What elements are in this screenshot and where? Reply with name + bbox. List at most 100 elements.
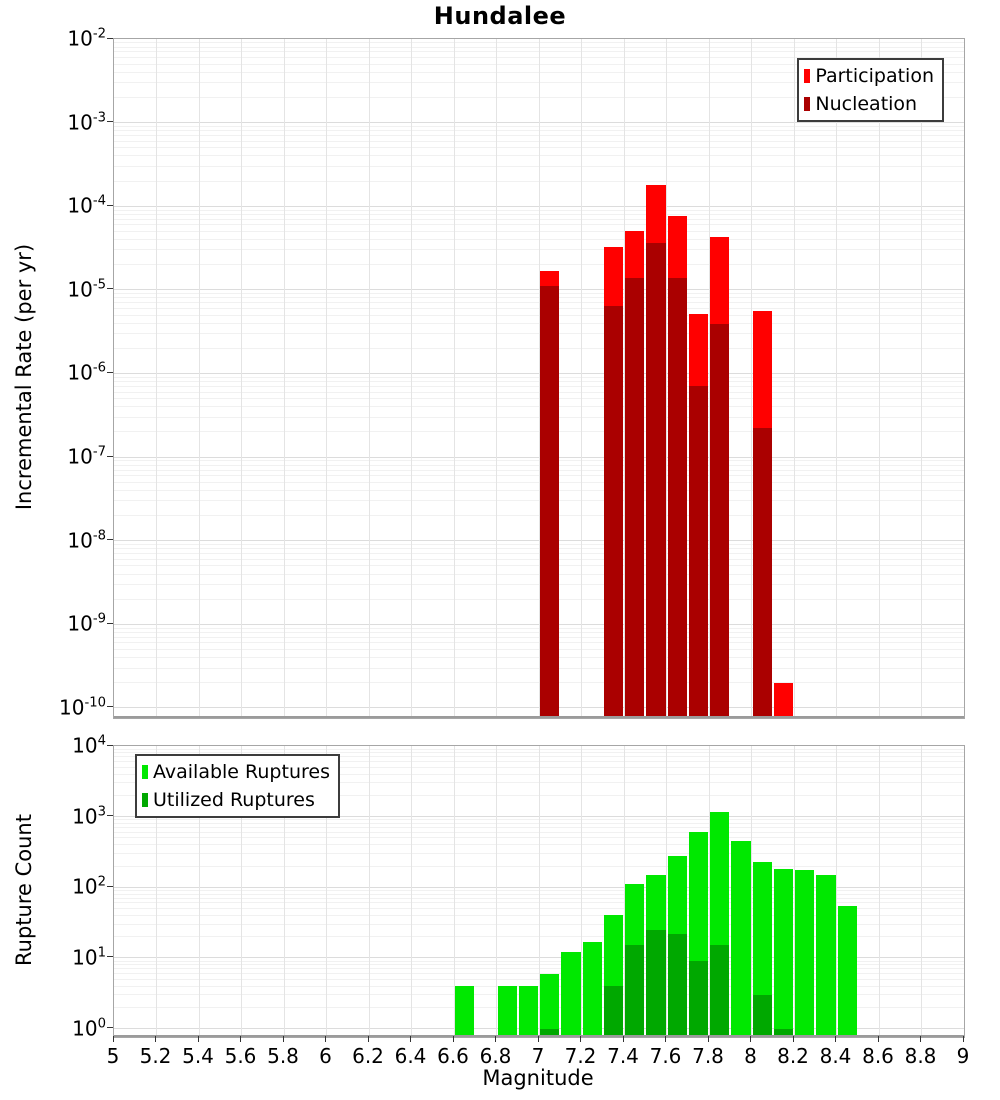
available-ruptures-bar (518, 986, 538, 1037)
utilized-ruptures-bar (752, 994, 772, 1037)
nucleation-bar (688, 385, 708, 718)
y-tick (107, 37, 113, 39)
x-axis-line (114, 1035, 964, 1037)
vertical-gridline (666, 39, 667, 718)
x-tick-label: 5.2 (139, 1044, 172, 1068)
available-ruptures-bar (497, 986, 517, 1037)
x-tick (282, 1036, 284, 1042)
legend-row-nucleation: Nucleation (804, 90, 934, 118)
x-tick-label: 5.6 (224, 1044, 257, 1068)
x-tick (750, 1036, 751, 1042)
vertical-gridline (156, 39, 157, 718)
legend-row-available: Available Ruptures (142, 758, 330, 786)
count-plot: Available Ruptures Utilized Ruptures (113, 745, 965, 1038)
x-tick (707, 1036, 709, 1042)
vertical-gridline (241, 39, 242, 718)
vertical-gridline (538, 39, 540, 718)
available-ruptures-bar (561, 952, 581, 1037)
x-tick-label: 5 (106, 1044, 120, 1068)
vertical-gridline (453, 39, 455, 718)
x-tick-label: 8 (744, 1044, 757, 1068)
vertical-gridline (878, 746, 880, 1037)
vertical-gridline (836, 746, 837, 1037)
available-ruptures-bar (540, 973, 560, 1037)
x-tick-label: 6.2 (352, 1044, 384, 1068)
x-tick-label: 6.8 (479, 1044, 512, 1068)
vertical-gridline (708, 746, 710, 1037)
vertical-gridline (496, 39, 497, 718)
x-tick (665, 1036, 666, 1042)
vertical-gridline (581, 39, 582, 718)
x-tick-label: 9 (956, 1044, 970, 1068)
x-tick (240, 1036, 241, 1042)
y-tick (107, 622, 113, 624)
vertical-gridline (581, 746, 582, 1037)
vertical-gridline (623, 746, 625, 1037)
y-tick-label: 104 (72, 733, 106, 758)
x-tick (835, 1036, 836, 1042)
x-tick (112, 1036, 114, 1042)
y-tick-label: 10-6 (67, 360, 106, 385)
nucleation-bar (710, 324, 730, 718)
x-tick (877, 1036, 879, 1042)
nucleation-legend-label: Nucleation (815, 93, 918, 115)
x-tick (622, 1036, 624, 1042)
y-tick (107, 815, 113, 817)
y-tick-label: 103 (72, 803, 106, 828)
x-tick-label: 7 (531, 1044, 545, 1068)
available-ruptures-bar (795, 870, 815, 1037)
utilized-ruptures-bar (710, 945, 730, 1037)
available-ruptures-bar (837, 905, 857, 1037)
magnitude-axis-label: Magnitude (482, 1066, 594, 1090)
vertical-gridline (666, 746, 667, 1037)
nucleation-bar (540, 286, 560, 718)
utilized-ruptures-bar (688, 961, 708, 1037)
x-tick-label: 8.2 (777, 1044, 809, 1068)
participation-swatch (804, 69, 811, 83)
y-tick-label: 10-9 (67, 611, 106, 636)
y-tick (107, 288, 113, 290)
x-tick (962, 1036, 964, 1042)
utilized-ruptures-bar (646, 929, 666, 1037)
vertical-gridline (793, 746, 795, 1037)
available-ruptures-bar (582, 941, 602, 1037)
utilized-ruptures-swatch (142, 793, 148, 807)
x-tick (155, 1036, 156, 1042)
vertical-gridline (411, 39, 412, 718)
y-tick (107, 204, 113, 206)
x-tick-label: 7.6 (649, 1044, 682, 1068)
vertical-gridline (241, 746, 242, 1037)
y-tick-label: 10-5 (67, 277, 106, 302)
vertical-gridline (751, 746, 752, 1037)
x-tick-label: 8.6 (862, 1044, 894, 1068)
y-tick-label: 100 (72, 1015, 106, 1040)
x-tick (452, 1036, 454, 1042)
x-tick-label: 8.4 (819, 1044, 852, 1068)
y-tick (107, 1027, 113, 1029)
chart-title: Hundalee (433, 2, 567, 30)
y-tick-label: 10-7 (67, 444, 106, 469)
vertical-gridline (623, 39, 625, 718)
x-tick-label: 7.4 (607, 1044, 639, 1068)
vertical-gridline (198, 39, 200, 718)
x-tick-label: 6.6 (437, 1044, 469, 1068)
y-tick-label: 10-8 (67, 528, 106, 553)
y-tick (107, 539, 113, 541)
vertical-gridline (921, 746, 922, 1037)
vertical-gridline (453, 746, 455, 1037)
x-tick-label: 8.8 (904, 1044, 937, 1068)
legend-row-utilized: Utilized Ruptures (142, 786, 330, 814)
x-tick (325, 1036, 326, 1042)
vertical-gridline (411, 746, 412, 1037)
nucleation-bar (667, 277, 687, 718)
x-tick (792, 1036, 794, 1042)
x-tick-label: 5.8 (267, 1044, 299, 1068)
x-tick (537, 1036, 539, 1042)
y-tick (107, 121, 113, 123)
vertical-gridline (793, 39, 795, 718)
vertical-gridline (283, 746, 285, 1037)
y-tick (107, 706, 113, 708)
x-tick-label: 7.8 (692, 1044, 724, 1068)
legend-row-participation: Participation (804, 62, 934, 90)
